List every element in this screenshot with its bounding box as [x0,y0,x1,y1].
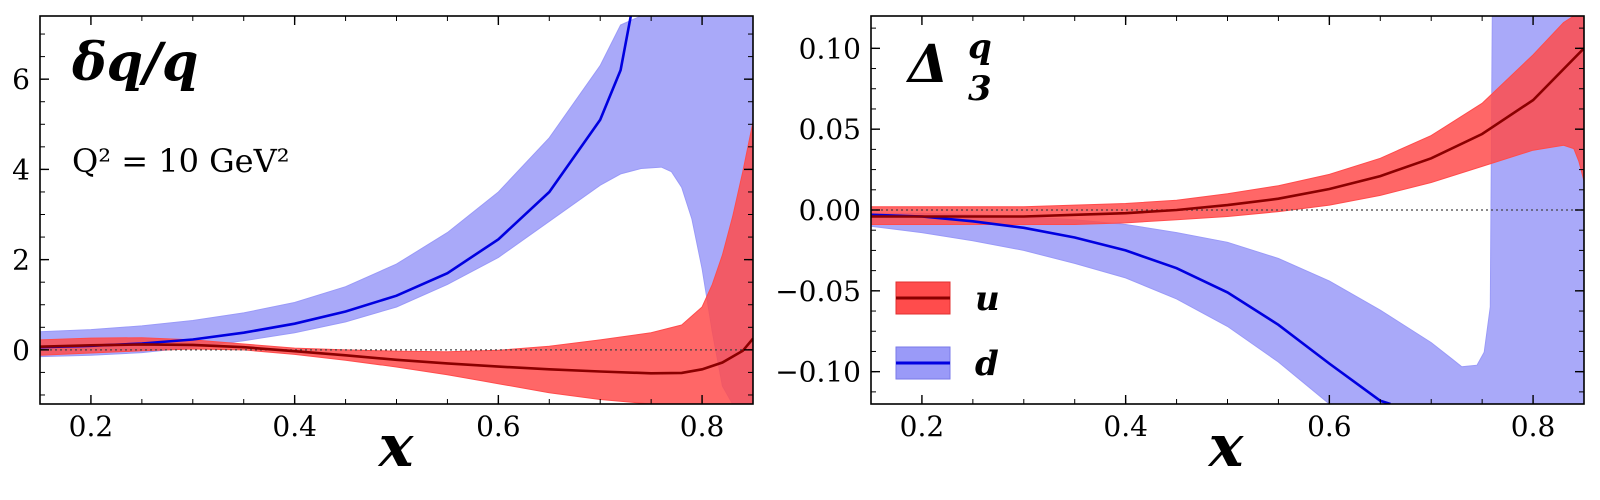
y-tick-label: 4 [12,153,30,186]
legend: u d [895,279,1000,384]
x-tick-label: 0.6 [1307,410,1352,443]
panel-title: δq/q [71,32,198,93]
legend-label-u: u [975,279,1000,319]
ticks-group: 0.2 0.4 0.6 0.8 0 2 4 6 [12,16,754,443]
y-tick-label: 0 [12,334,30,367]
band-u [40,121,753,404]
y-tick-label: −0.10 [775,356,861,389]
y-tick-label: 0.10 [799,32,861,65]
band-d [40,16,753,404]
legend-label-d: d [975,344,999,384]
legend-entry-d: d [895,344,999,384]
band-d [871,16,1584,404]
y-tick-label: 6 [12,63,30,96]
band-u [871,16,1584,225]
panel-delta-q-over-q: 0.2 0.4 0.6 0.8 0 2 4 6 δq/q Q² = 10 GeV² x [12,15,754,480]
x-tick-label: 0.2 [69,410,114,443]
x-tick-label: 0.2 [900,410,945,443]
panel-title: Δ q 3 [905,10,1010,109]
panel-delta3-q: 0.2 0.4 0.6 0.8 −0.10 −0.05 0.00 0.05 0.10 Δ q 3… [775,10,1585,480]
bands-group [40,16,753,404]
line-d [871,213,1391,404]
x-tick-label: 0.4 [1103,410,1148,443]
legend-entry-u: u [895,279,1000,319]
annotation: Q² = 10 GeV² [72,142,290,180]
lines-group [871,47,1584,404]
x-tick-label: 0.6 [476,410,521,443]
x-tick-label: 0.4 [272,410,317,443]
y-tick-label: 0.00 [799,194,861,227]
y-tick-label: 0.05 [799,113,861,146]
x-axis-label: x [377,412,415,480]
y-tick-label: 2 [12,244,30,277]
lines-group [40,16,753,375]
panel-title-superscript: q [968,27,992,67]
line-d [40,16,633,349]
x-axis-label: x [1207,412,1245,480]
x-tick-label: 0.8 [680,410,725,443]
ticks-group: 0.2 0.4 0.6 0.8 −0.10 −0.05 0.00 0.05 0.10 [775,16,1585,443]
x-tick-label: 0.8 [1511,410,1556,443]
bands-group [871,16,1584,404]
line-u [40,337,753,375]
line-u [871,47,1584,218]
panel-title-subscript: 3 [968,69,992,109]
y-tick-label: −0.05 [775,275,861,308]
panel-title-main: Δ [905,34,948,95]
